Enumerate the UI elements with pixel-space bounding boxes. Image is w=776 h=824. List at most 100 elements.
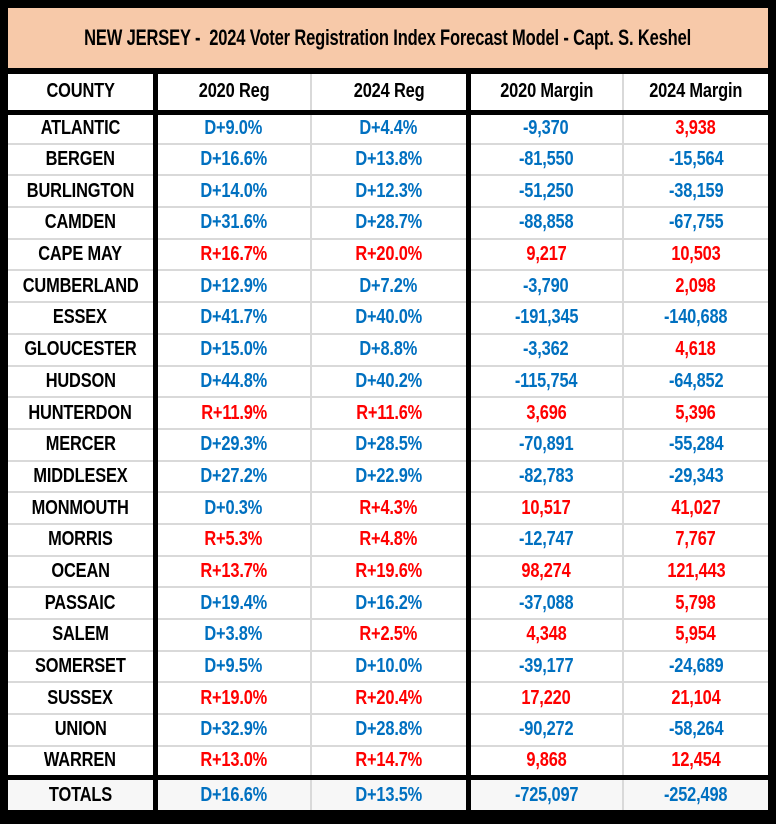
reg-2024-cell: R+4.8% bbox=[311, 523, 471, 557]
reg-2020-cell: R+11.9% bbox=[155, 397, 312, 430]
cell-value: D+15.0% bbox=[200, 338, 268, 361]
cell-value: D+16.2% bbox=[355, 591, 423, 614]
county-cell: GLOUCESTER bbox=[8, 333, 158, 367]
cell-value: 4,618 bbox=[675, 338, 717, 361]
cell-value: R+16.7% bbox=[200, 243, 268, 266]
cell-value: -15,564 bbox=[668, 148, 724, 171]
cell-value: D+31.6% bbox=[200, 211, 268, 234]
cell-value: 2,098 bbox=[675, 274, 717, 297]
reg-2024-cell: R+20.0% bbox=[311, 238, 471, 272]
margin-2024-cell: 3,938 bbox=[623, 112, 768, 145]
margin-2024-cell: -64,852 bbox=[623, 365, 768, 399]
cell-value: R+13.7% bbox=[200, 559, 268, 582]
reg-2020-cell: R+13.7% bbox=[155, 555, 312, 589]
reg-2020-cell: D+41.7% bbox=[155, 302, 312, 335]
reg-2020-cell: D+9.5% bbox=[155, 650, 312, 684]
cell-value: D+40.2% bbox=[355, 369, 423, 392]
county-name: CUMBERLAND bbox=[22, 274, 139, 297]
county-name: PASSAIC bbox=[44, 591, 116, 614]
cell-value: D+13.8% bbox=[355, 148, 423, 171]
cell-value: D+4.4% bbox=[359, 117, 418, 140]
margin-2024-cell: -252,498 bbox=[623, 774, 768, 811]
column-header-2020-reg: 2020 Reg bbox=[155, 74, 312, 115]
margin-2024-cell: 7,767 bbox=[623, 523, 768, 557]
cell-value: R+19.6% bbox=[355, 559, 423, 582]
table-row: UNION D+32.9% D+28.8% -90,272 -58,264 bbox=[8, 714, 768, 747]
margin-2020-cell: 9,868 bbox=[468, 745, 624, 779]
reg-2020-cell: D+3.8% bbox=[155, 619, 312, 652]
county-name: OCEAN bbox=[51, 559, 110, 582]
cell-value: 5,798 bbox=[675, 591, 717, 614]
county-cell: TOTALS bbox=[8, 774, 158, 811]
cell-value: -24,689 bbox=[668, 655, 724, 678]
cell-value: R+13.0% bbox=[200, 749, 268, 772]
margin-2020-cell: -191,345 bbox=[468, 302, 624, 335]
county-cell: CUMBERLAND bbox=[8, 270, 158, 304]
cell-value: -39,177 bbox=[519, 655, 574, 678]
cell-value: D+41.7% bbox=[200, 306, 268, 329]
reg-2024-cell: R+20.4% bbox=[311, 682, 471, 716]
county-cell: HUDSON bbox=[8, 365, 158, 399]
county-cell: CAPE MAY bbox=[8, 238, 158, 272]
reg-2024-cell: D+10.0% bbox=[311, 650, 471, 684]
reg-2024-cell: D+13.5% bbox=[311, 774, 471, 811]
cell-value: -64,852 bbox=[668, 369, 724, 392]
county-cell: CAMDEN bbox=[8, 207, 158, 240]
margin-2020-cell: -725,097 bbox=[468, 774, 624, 811]
margin-2020-cell: -82,783 bbox=[468, 460, 624, 494]
cell-value: -29,343 bbox=[668, 464, 724, 487]
column-header-label: 2020 Margin bbox=[499, 80, 593, 103]
cell-value: R+4.3% bbox=[359, 496, 418, 519]
table-row: SUSSEX R+19.0% R+20.4% 17,220 21,104 bbox=[8, 682, 768, 716]
cell-value: 21,104 bbox=[671, 686, 721, 709]
cell-value: -67,755 bbox=[668, 211, 724, 234]
county-cell: SALEM bbox=[8, 619, 158, 652]
table-row: CAMDEN D+31.6% D+28.7% -88,858 -67,755 bbox=[8, 207, 768, 240]
reg-2024-cell: D+28.8% bbox=[311, 714, 471, 747]
cell-value: 9,868 bbox=[526, 749, 567, 772]
reg-2020-cell: D+44.8% bbox=[155, 365, 312, 399]
cell-value: 121,443 bbox=[666, 559, 726, 582]
reg-2024-cell: D+40.2% bbox=[311, 365, 471, 399]
reg-2020-cell: R+16.7% bbox=[155, 238, 312, 272]
cell-value: D+27.2% bbox=[200, 464, 268, 487]
margin-2024-cell: 21,104 bbox=[623, 682, 768, 716]
cell-value: 7,767 bbox=[675, 528, 717, 551]
margin-2020-cell: -81,550 bbox=[468, 143, 624, 177]
totals-label: TOTALS bbox=[48, 783, 112, 806]
column-header-label: COUNTY bbox=[46, 80, 115, 103]
table-row: BERGEN D+16.6% D+13.8% -81,550 -15,564 bbox=[8, 143, 768, 177]
margin-2020-cell: -70,891 bbox=[468, 428, 624, 462]
cell-value: 10,503 bbox=[671, 243, 721, 266]
margin-2024-cell: 5,396 bbox=[623, 397, 768, 430]
county-name: MONMOUTH bbox=[31, 496, 129, 519]
cell-value: 5,396 bbox=[675, 401, 717, 424]
county-name: MIDDLESEX bbox=[33, 464, 128, 487]
reg-2024-cell: D+22.9% bbox=[311, 460, 471, 494]
column-header-2024-reg: 2024 Reg bbox=[311, 74, 471, 115]
cell-value: D+40.0% bbox=[355, 306, 423, 329]
cell-value: 3,696 bbox=[526, 401, 567, 424]
cell-value: D+44.8% bbox=[200, 369, 268, 392]
county-cell: MONMOUTH bbox=[8, 492, 158, 525]
cell-value: D+22.9% bbox=[355, 464, 423, 487]
margin-2020-cell: 3,696 bbox=[468, 397, 624, 430]
table-row: HUNTERDON R+11.9% R+11.6% 3,696 5,396 bbox=[8, 397, 768, 430]
cell-value: -38,159 bbox=[668, 179, 724, 202]
reg-2020-cell: D+16.6% bbox=[155, 774, 312, 811]
column-header-label: 2020 Reg bbox=[198, 80, 270, 103]
reg-2024-cell: D+13.8% bbox=[311, 143, 471, 177]
reg-2020-cell: R+19.0% bbox=[155, 682, 312, 716]
reg-2020-cell: D+32.9% bbox=[155, 714, 312, 747]
reg-2024-cell: R+14.7% bbox=[311, 745, 471, 779]
column-header-label: 2024 Reg bbox=[353, 80, 425, 103]
cell-value: R+20.0% bbox=[355, 243, 423, 266]
margin-2024-cell: 5,954 bbox=[623, 619, 768, 652]
cell-value: -81,550 bbox=[519, 148, 574, 171]
county-cell: ATLANTIC bbox=[8, 112, 158, 145]
margin-2020-cell: 10,517 bbox=[468, 492, 624, 525]
margin-2024-cell: -29,343 bbox=[623, 460, 768, 494]
table-row: HUDSON D+44.8% D+40.2% -115,754 -64,852 bbox=[8, 365, 768, 399]
reg-2024-cell: D+4.4% bbox=[311, 112, 471, 145]
reg-2020-cell: D+0.3% bbox=[155, 492, 312, 525]
